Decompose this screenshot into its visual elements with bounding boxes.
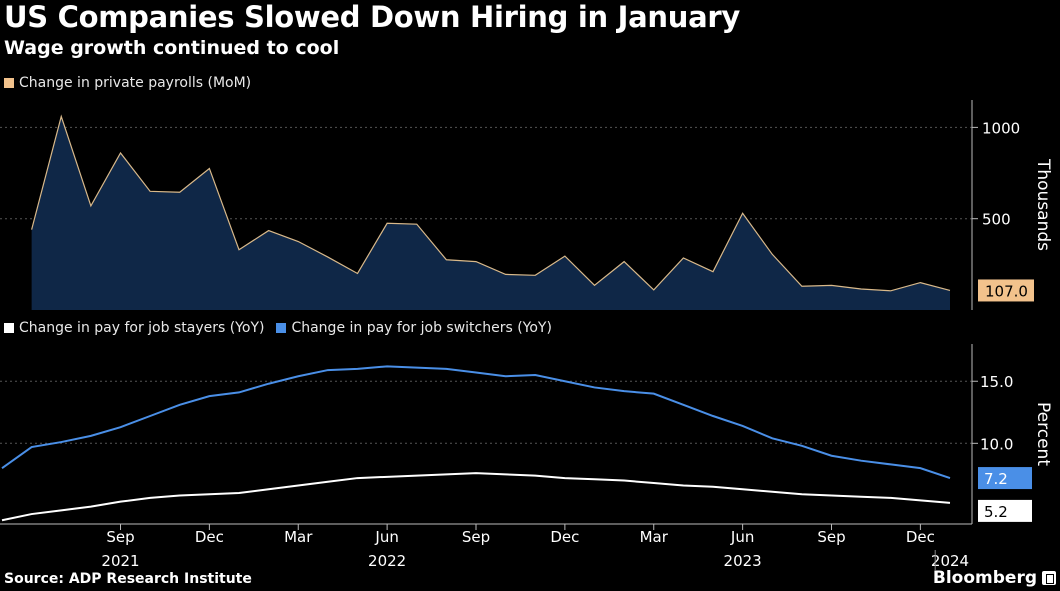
stayers-legend-swatch bbox=[4, 323, 14, 333]
switchers-legend-label: Change in pay for job switchers (YoY) bbox=[291, 320, 552, 336]
payroll-legend: Change in private payrolls (MoM) bbox=[4, 75, 251, 91]
x-tick-label: Sep bbox=[817, 528, 845, 546]
switchers-legend-item: Change in pay for job switchers (YoY) bbox=[276, 320, 552, 336]
x-year-label: 2021 bbox=[101, 552, 139, 570]
chart-subtitle: Wage growth continued to cool bbox=[4, 37, 340, 59]
x-tick-label: Jun bbox=[374, 528, 398, 546]
source-note: Source: ADP Research Institute bbox=[4, 571, 252, 587]
payroll-end-value: 107.0 bbox=[985, 282, 1028, 300]
payroll-legend-label: Change in private payrolls (MoM) bbox=[19, 75, 252, 91]
stayers-line bbox=[1, 472, 951, 522]
payroll-tick-label: 500 bbox=[982, 211, 1011, 229]
x-tick-label: Dec bbox=[550, 528, 579, 546]
switchers-end-badge bbox=[978, 467, 1032, 490]
stayers-legend-item: Change in pay for job stayers (YoY) bbox=[4, 320, 264, 336]
x-year-label: 2023 bbox=[724, 552, 762, 570]
payroll-line bbox=[31, 114, 951, 292]
wage-tick-label: 15.0 bbox=[980, 373, 1013, 391]
stayers-end-value: 5.2 bbox=[984, 503, 1008, 521]
payroll-tick-label: 1000 bbox=[982, 119, 1020, 137]
brand-mark: Bloomberg bbox=[933, 568, 1056, 588]
x-tick-label: Jun bbox=[730, 528, 754, 546]
wage-legend: Change in pay for job stayers (YoY) Chan… bbox=[4, 320, 564, 336]
x-year-label: 2024 bbox=[931, 552, 969, 570]
switchers-legend-swatch bbox=[276, 323, 287, 333]
x-year-label: 2022 bbox=[368, 552, 406, 570]
x-tick-label: Sep bbox=[106, 528, 134, 546]
chart-title: US Companies Slowed Down Hiring in Janua… bbox=[4, 0, 740, 34]
x-tick-label: Dec bbox=[195, 528, 224, 546]
x-tick-label: Mar bbox=[640, 528, 669, 546]
x-tick-label: Sep bbox=[462, 528, 490, 546]
payroll-area bbox=[31, 116, 950, 310]
stayers-end-badge bbox=[978, 499, 1032, 522]
x-tick-label: Dec bbox=[906, 528, 935, 546]
wage-tick-label: 10.0 bbox=[980, 435, 1013, 453]
brand-name: Bloomberg bbox=[932, 568, 1037, 588]
switchers-end-value: 7.2 bbox=[984, 470, 1008, 488]
bloomberg-logo-icon bbox=[1042, 571, 1056, 585]
switchers-line bbox=[1, 365, 951, 480]
payroll-legend-swatch bbox=[4, 78, 14, 88]
payroll-end-badge bbox=[978, 279, 1034, 302]
stayers-legend-label: Change in pay for job stayers (YoY) bbox=[19, 320, 265, 336]
wage-axis-title: Percent bbox=[1033, 402, 1053, 466]
payroll-axis-title: Thousands bbox=[1033, 158, 1053, 251]
x-tick-label: Mar bbox=[284, 528, 313, 546]
